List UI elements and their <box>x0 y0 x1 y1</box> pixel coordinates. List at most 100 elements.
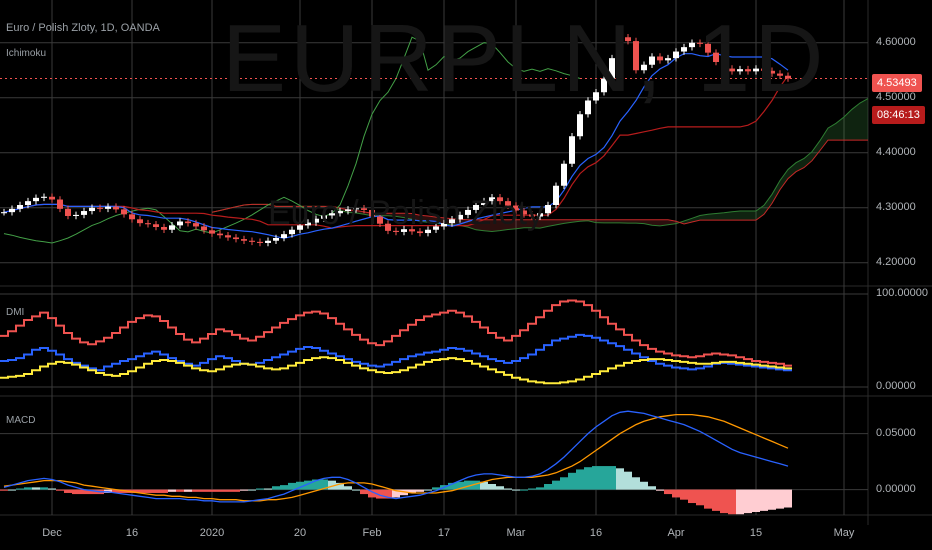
macd-histogram-bar <box>336 482 344 490</box>
macd-histogram-bar <box>272 486 280 490</box>
cloud-fill-segment <box>820 128 828 151</box>
candle-body <box>649 56 655 65</box>
cloud-fill-segment <box>844 109 852 141</box>
candle-body <box>753 68 759 72</box>
macd-histogram-bar <box>208 489 216 492</box>
candle-body <box>305 222 311 226</box>
candle-body <box>361 208 367 210</box>
candle-body <box>9 208 15 213</box>
candle-body <box>313 218 319 223</box>
cloud-fill-segment <box>340 208 348 213</box>
dmi-adx-line <box>0 356 792 385</box>
candle-body <box>689 42 695 48</box>
cloud-fill-segment <box>652 219 660 226</box>
dmi-pane-label[interactable]: DMI <box>6 307 25 318</box>
cloud-fill-segment <box>500 219 508 231</box>
cloud-fill-segment <box>684 218 692 224</box>
cloud-fill-segment <box>748 211 756 221</box>
macd-histogram-bar <box>672 489 680 498</box>
macd-histogram-bar <box>256 488 264 490</box>
candle-body <box>49 196 55 200</box>
x-axis-label: 16 <box>125 527 139 539</box>
cloud-fill-segment <box>356 210 364 215</box>
macd-pane-label[interactable]: MACD <box>6 415 36 426</box>
candle-body <box>505 201 511 206</box>
candle-body <box>345 209 351 212</box>
countdown-tag: 08:46:13 <box>872 106 925 124</box>
last-price-tag: 4.53493 <box>872 74 922 92</box>
macd-histogram-bar <box>64 489 72 493</box>
candle-body <box>249 240 255 242</box>
candle-body <box>617 37 623 59</box>
macd-signal-line <box>3 413 789 502</box>
candle-body <box>585 100 591 115</box>
macd-histogram-bar <box>632 477 640 490</box>
macd-histogram-bar <box>200 489 208 492</box>
dmi-pane[interactable] <box>0 299 792 385</box>
macd-histogram-bar <box>616 468 624 490</box>
macd-line <box>3 410 789 503</box>
macd-tick-label: 0.00000 <box>876 482 916 495</box>
candle-body <box>321 215 327 219</box>
macd-histogram-bar <box>344 486 352 490</box>
macd-histogram-bar <box>304 480 312 490</box>
candle-body <box>609 58 615 79</box>
price-pane[interactable] <box>0 33 869 247</box>
candle-body <box>233 237 239 240</box>
price-tick-label: 4.50000 <box>876 90 916 103</box>
candle-body <box>393 230 399 232</box>
cloud-fill-segment <box>604 219 612 223</box>
macd-histogram-bar <box>696 489 704 506</box>
macd-histogram-bar <box>552 480 560 490</box>
macd-histogram-bar <box>520 489 528 491</box>
candle-body <box>121 209 127 215</box>
price-tick-label: 4.20000 <box>876 255 916 268</box>
cloud-fill-segment <box>740 211 748 221</box>
candle-body <box>177 221 183 226</box>
macd-histogram-bar <box>312 479 320 490</box>
indicator-ichimoku-label[interactable]: Ichimoku <box>6 48 47 59</box>
candle-body <box>57 199 63 209</box>
macd-histogram-bar <box>0 489 8 491</box>
macd-histogram-bar <box>664 489 672 495</box>
grid-lines <box>0 0 932 525</box>
cloud-fill-segment <box>484 219 492 232</box>
candle-body <box>257 241 263 243</box>
macd-histogram-bar <box>296 481 304 490</box>
candle-body <box>145 223 151 225</box>
price-tick-label: 4.60000 <box>876 35 916 48</box>
candle-body <box>489 197 495 202</box>
x-axis-label: Dec <box>42 527 62 539</box>
cloud-fill-segment <box>636 219 644 224</box>
candle-body <box>425 229 431 234</box>
macd-histogram-bar <box>712 489 720 511</box>
candle-body <box>593 92 599 101</box>
macd-histogram-bar <box>184 489 192 492</box>
candle-body <box>673 51 679 59</box>
watermark-symbol: EURPLN, 1D <box>222 5 828 112</box>
macd-histogram-bar <box>360 489 368 495</box>
candle-body <box>225 235 231 238</box>
macd-histogram-bar <box>760 489 768 511</box>
macd-histogram-bar <box>784 489 792 508</box>
macd-histogram-bar <box>320 479 328 490</box>
macd-histogram-bar <box>448 482 456 490</box>
candle-body <box>193 223 199 227</box>
macd-histogram-bar <box>48 488 56 490</box>
cloud-fill-segment <box>620 219 628 224</box>
macd-histogram-bar <box>392 489 400 498</box>
x-axis-label: Mar <box>506 527 526 539</box>
candle-body <box>105 206 111 209</box>
macd-histogram-bar <box>744 489 752 514</box>
cloud-fill-segment <box>540 219 548 229</box>
macd-histogram-bar <box>464 480 472 490</box>
candle-body <box>297 225 303 230</box>
macd-histogram-bar <box>80 489 88 495</box>
macd-pane[interactable] <box>0 410 792 515</box>
macd-histogram-bar <box>736 489 744 515</box>
macd-histogram-bar <box>496 486 504 490</box>
macd-histogram-bar <box>624 471 632 490</box>
x-axis-label: 16 <box>589 527 603 539</box>
candle-body <box>521 210 527 215</box>
